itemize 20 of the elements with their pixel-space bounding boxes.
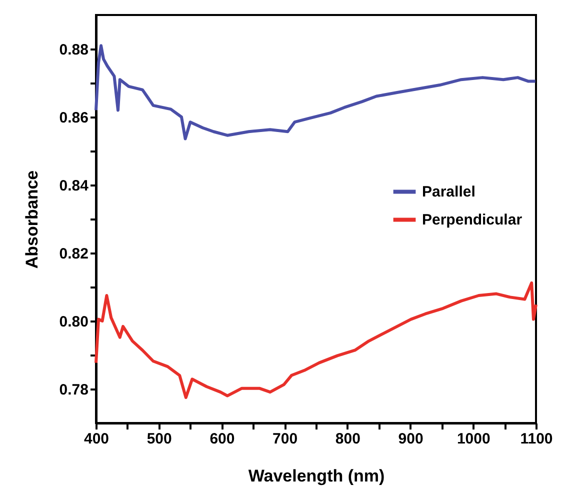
y-tick-label: 0.78 [59,382,88,398]
x-tick-label: 600 [210,430,235,448]
x-tick-label: 1100 [520,430,553,448]
x-tick-label: 500 [146,430,172,448]
x-tick-label: 400 [84,430,110,448]
x-tick-label: 700 [272,430,298,448]
y-tick-label: 0.86 [59,110,88,126]
x-tick-label: 800 [335,430,360,448]
x-tick-label: 1000 [456,430,490,448]
y-tick-label: 0.88 [59,42,88,58]
x-axis-title: Wavelength (nm) [248,466,385,486]
line-series [94,281,538,399]
y-tick-label: 0.82 [59,246,88,262]
legend-label: Parallel [422,184,476,201]
y-tick-label: 0.80 [59,314,88,330]
y-axis-title: Absorbance [22,170,42,269]
legend-label: Perpendicular [422,212,522,229]
line-series [94,44,537,140]
y-tick-label: 0.84 [59,178,90,194]
x-tick-label: 900 [398,430,424,448]
